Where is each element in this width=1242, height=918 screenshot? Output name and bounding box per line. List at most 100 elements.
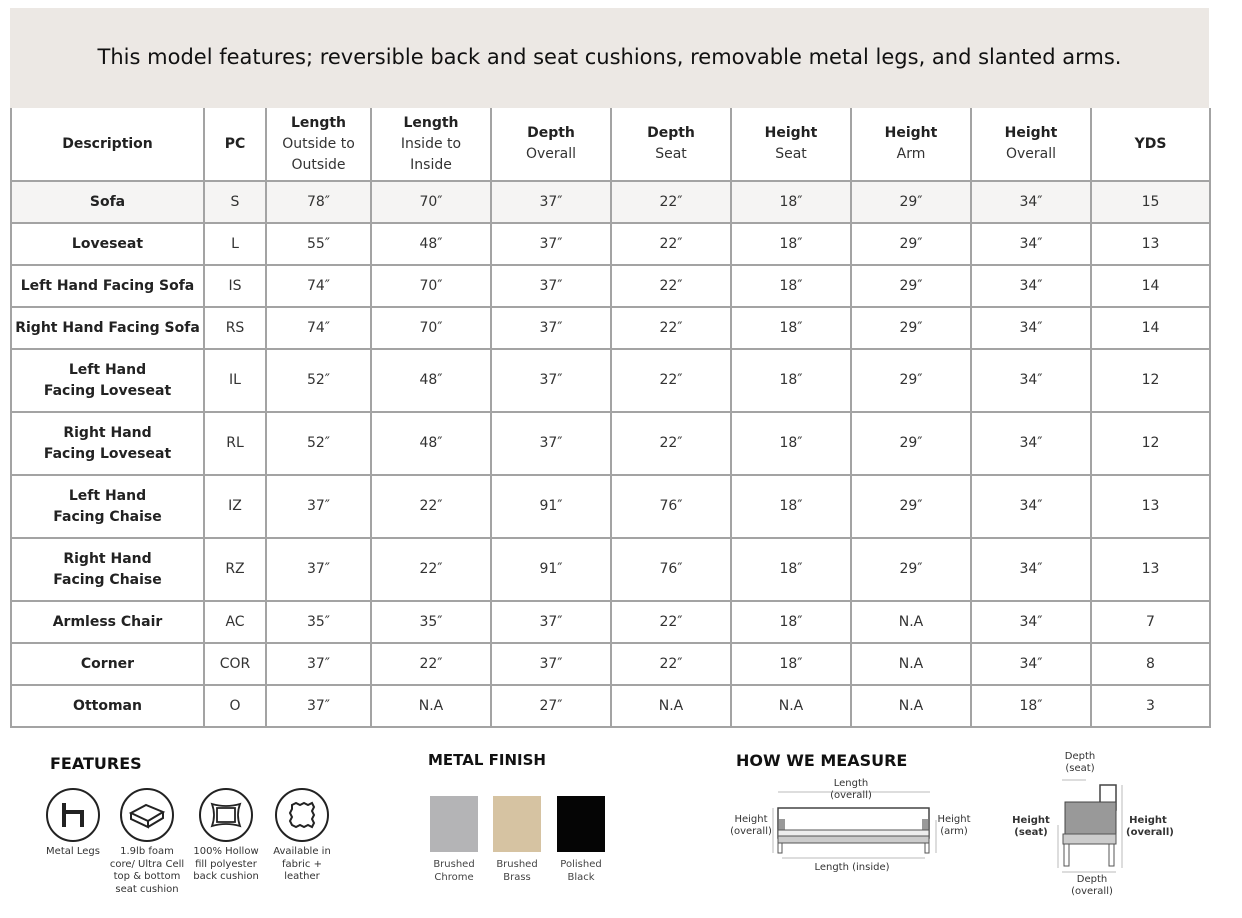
table-cell: 18″: [730, 537, 852, 602]
table-cell: 76″: [610, 537, 732, 602]
table-cell: 14: [1090, 306, 1211, 350]
table-cell: 18″: [730, 180, 852, 224]
table-cell: 35″: [265, 600, 372, 644]
table-cell: IS: [203, 264, 267, 308]
table-row: Right Hand Facing Sofa RS 74″ 70″ 37″ 22″ 18″ 2…: [10, 306, 1211, 350]
column-header-subtitle: Arm: [896, 146, 926, 162]
feature-metal-legs: Metal Legs: [35, 788, 111, 859]
table-cell: 13: [1090, 474, 1211, 539]
table-cell: 22″: [610, 222, 732, 266]
table-cell: 37″: [265, 537, 372, 602]
column-header: PC: [203, 108, 267, 182]
pillow-icon: [199, 788, 253, 842]
sofa-front-diagram: [772, 791, 937, 859]
row-description: Left Hand Facing Sofa: [10, 264, 205, 308]
table-cell: 91″: [490, 474, 612, 539]
table-cell: 18″: [730, 306, 852, 350]
table-cell: 3: [1090, 684, 1211, 728]
feature-pillow: 100% Hollow fill polyester back cushion: [188, 788, 264, 884]
table-cell: 34″: [970, 600, 1092, 644]
column-header-title: Height: [884, 125, 938, 141]
table-cell: 29″: [850, 537, 972, 602]
table-cell: N.A: [850, 642, 972, 686]
table-cell: 29″: [850, 474, 972, 539]
table-cell: COR: [203, 642, 267, 686]
table-row: Left Hand Facing Chaise IZ 37″ 22″ 91″ 76″ 18″…: [10, 474, 1211, 539]
table-cell: 34″: [970, 411, 1092, 476]
table-cell: 22″: [610, 264, 732, 308]
table-cell: 37″: [490, 411, 612, 476]
depth-overall-label: Depth (overall): [1071, 874, 1113, 897]
column-header: Length Inside to Inside: [370, 108, 492, 182]
height-overall-label: Height (overall): [730, 814, 772, 837]
table-row: Right Hand Facing Loveseat RL 52″ 48″ 37″ 22″…: [10, 411, 1211, 476]
column-header: YDS: [1090, 108, 1211, 182]
table-cell: 34″: [970, 306, 1092, 350]
height-overall-side-label: Height (overall): [1126, 815, 1174, 838]
column-header-title: Depth: [527, 125, 575, 141]
table-cell: 18″: [730, 348, 852, 413]
table-cell: 55″: [265, 222, 372, 266]
row-description: Sofa: [10, 180, 205, 224]
column-header: Length Outside to Outside: [265, 108, 372, 182]
table-cell: 74″: [265, 264, 372, 308]
table-cell: 22″: [610, 348, 732, 413]
table-cell: 18″: [730, 264, 852, 308]
table-row: Right Hand Facing Chaise RZ 37″ 22″ 91″ 76″ 18…: [10, 537, 1211, 602]
table-cell: 29″: [850, 306, 972, 350]
table-cell: 37″: [490, 348, 612, 413]
table-cell: 22″: [370, 474, 492, 539]
table-cell: 15: [1090, 180, 1211, 224]
finish-label: Polished Black: [560, 859, 602, 883]
column-header-title: Length: [403, 114, 459, 131]
table-row: Corner COR 37″ 22″ 37″ 22″ 18″ N.A 34″ 8: [10, 642, 1211, 686]
table-cell: 27″: [490, 684, 612, 728]
table-cell: 76″: [610, 474, 732, 539]
table-cell: 34″: [970, 180, 1092, 224]
table-cell: 29″: [850, 180, 972, 224]
table-cell: S: [203, 180, 267, 224]
table-cell: 34″: [970, 348, 1092, 413]
foam-cushion-icon: [120, 788, 174, 842]
table-cell: 48″: [370, 411, 492, 476]
table-cell: 22″: [610, 642, 732, 686]
row-description: Right Hand Facing Chaise: [10, 537, 205, 602]
table-cell: 8: [1090, 642, 1211, 686]
height-seat-label: Height (seat): [1012, 815, 1050, 838]
table-cell: 37″: [490, 600, 612, 644]
table-cell: N.A: [850, 600, 972, 644]
finish-label: Brushed Chrome: [433, 859, 475, 883]
table-cell: 18″: [730, 642, 852, 686]
table-row: Sofa S 78″ 70″ 37″ 22″ 18″ 29″ 34″ 15: [10, 180, 1211, 224]
table-cell: 37″: [490, 180, 612, 224]
metal-legs-icon: [46, 788, 100, 842]
table-cell: 13: [1090, 537, 1211, 602]
table-cell: O: [203, 684, 267, 728]
table-cell: 34″: [970, 264, 1092, 308]
feature-foam-cushion: 1.9lb foam core/ Ultra Cell top & bottom…: [109, 788, 185, 896]
table-cell: 37″: [265, 642, 372, 686]
table-cell: RZ: [203, 537, 267, 602]
column-header-title: YDS: [1134, 135, 1167, 152]
table-cell: 78″: [265, 180, 372, 224]
table-cell: 22″: [610, 306, 732, 350]
table-cell: 22″: [610, 411, 732, 476]
table-row: Loveseat L 55″ 48″ 37″ 22″ 18″ 29″ 34″ 13: [10, 222, 1211, 266]
table-cell: 91″: [490, 537, 612, 602]
row-description: Left Hand Facing Chaise: [10, 474, 205, 539]
table-cell: N.A: [730, 684, 852, 728]
table-cell: 18″: [970, 684, 1092, 728]
row-description: Right Hand Facing Loveseat: [10, 411, 205, 476]
table-cell: RS: [203, 306, 267, 350]
table-cell: 18″: [730, 222, 852, 266]
table-cell: 12: [1090, 411, 1211, 476]
finish-swatch: [557, 796, 605, 852]
table-cell: 22″: [610, 180, 732, 224]
table-cell: 22″: [370, 642, 492, 686]
row-description: Right Hand Facing Sofa: [10, 306, 205, 350]
features-banner: This model features; reversible back and…: [10, 8, 1209, 108]
row-description: Corner: [10, 642, 205, 686]
table-cell: 52″: [265, 348, 372, 413]
column-header-subtitle: Overall: [1005, 146, 1057, 162]
table-cell: 34″: [970, 474, 1092, 539]
